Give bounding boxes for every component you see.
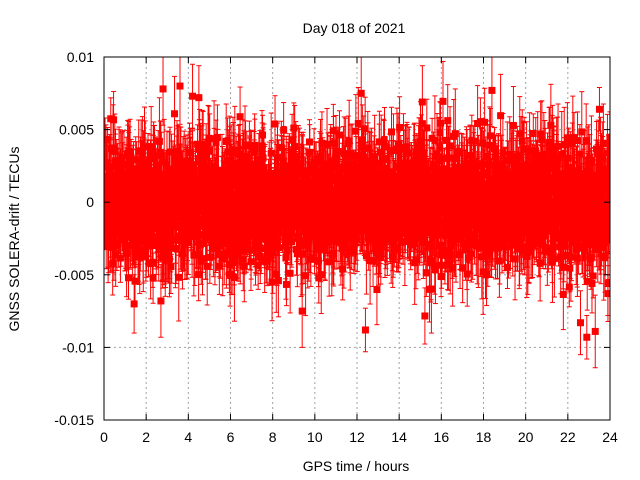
data-marker [130,300,138,308]
data-marker [141,158,149,166]
data-marker [113,241,121,249]
data-marker [171,110,179,118]
data-marker [174,148,182,156]
data-marker [274,277,282,285]
data-marker [149,274,157,282]
data-marker [268,278,276,286]
data-marker [112,251,120,259]
data-point [149,252,157,304]
data-marker [184,239,192,247]
data-marker [145,242,153,250]
data-marker [172,179,180,187]
data-marker [123,233,131,241]
data-marker [230,273,238,281]
data-marker [155,137,163,145]
data-marker [169,168,177,176]
data-marker [236,113,244,121]
data-series [104,57,610,369]
data-marker [131,277,139,285]
data-marker [156,216,164,224]
data-marker [135,147,143,155]
data-marker [259,131,267,139]
data-marker [132,156,140,164]
data-marker [257,245,265,253]
data-marker [167,263,175,271]
data-marker [126,241,134,249]
data-marker [122,244,130,252]
data-marker [251,142,259,150]
data-marker [176,82,184,90]
data-marker [187,172,195,180]
data-marker [123,249,131,257]
data-marker [155,242,163,250]
data-marker [110,116,118,124]
data-marker [136,231,144,239]
data-marker [165,165,173,173]
data-marker [140,143,148,151]
data-marker [180,159,188,167]
data-marker [185,195,193,203]
data-marker [125,274,133,282]
data-marker [111,147,119,155]
data-points [104,57,610,369]
data-marker [175,273,183,281]
data-marker [104,243,112,251]
data-marker [154,161,162,169]
data-point [176,57,184,125]
data-marker [116,254,124,262]
data-marker [146,222,154,230]
data-marker [147,143,155,151]
